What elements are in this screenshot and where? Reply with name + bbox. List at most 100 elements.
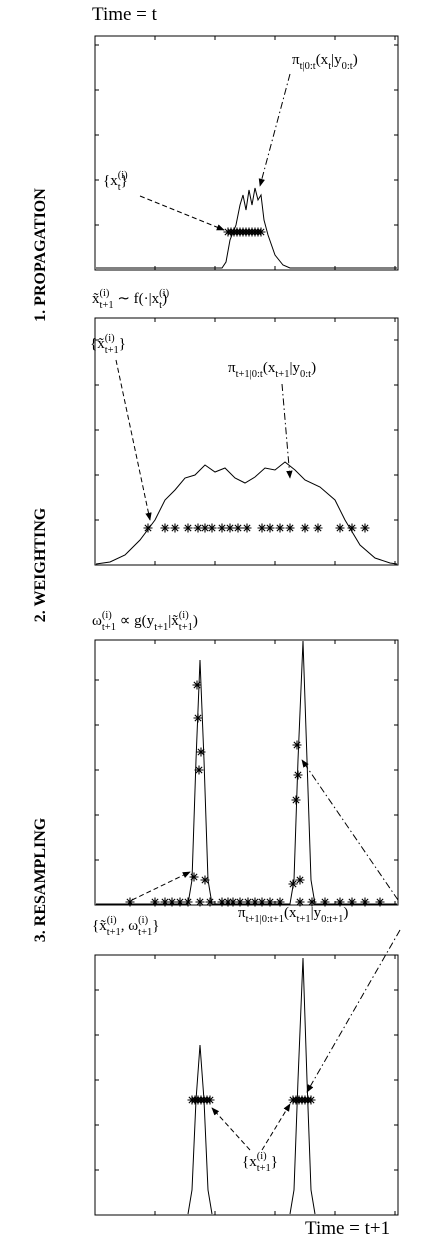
particle	[189, 872, 199, 882]
math-label: {x(i) t+1}	[242, 1151, 278, 1174]
particle	[292, 740, 302, 750]
label-part: 0:t	[300, 369, 311, 380]
label-part: (x	[263, 360, 276, 376]
label-part: t|0:t	[300, 61, 316, 72]
density-curve	[96, 640, 397, 905]
label-part: |y	[289, 360, 300, 376]
label-part: )	[353, 52, 358, 68]
particle	[295, 875, 305, 885]
label-part: t+1	[107, 927, 121, 938]
label-part: t	[328, 61, 331, 72]
panel	[94, 954, 399, 1216]
label-part: {x	[103, 173, 118, 189]
particle	[235, 897, 245, 907]
arrow	[211, 1107, 251, 1151]
particle	[288, 879, 298, 889]
label-part: )	[343, 905, 348, 921]
time-end: Time = t+1	[305, 1218, 390, 1239]
label-part: (i)	[107, 915, 117, 926]
particle	[335, 897, 345, 907]
label-part: )	[193, 613, 198, 629]
particle	[192, 680, 202, 690]
label-part: π	[292, 52, 300, 68]
particle	[200, 875, 210, 885]
particle	[196, 747, 206, 757]
label-part: (x	[284, 905, 297, 921]
time-start: Time = t	[92, 4, 158, 25]
label-part: t+1|0:t	[236, 369, 263, 380]
particle	[360, 897, 370, 907]
label-part: π	[238, 905, 246, 921]
label-part: t+1|0:t+1	[246, 914, 284, 925]
arrow	[258, 73, 291, 187]
label-part: (i)	[102, 610, 112, 621]
label-part: ∼ f(·|x	[114, 291, 160, 307]
particle	[193, 523, 203, 533]
label-part: }	[121, 173, 128, 189]
arrow	[306, 929, 401, 1093]
label-part: ω	[92, 613, 102, 629]
particle	[250, 897, 260, 907]
marks	[95, 36, 398, 1215]
particle	[242, 523, 252, 533]
step-label: 3. RESAMPLING	[32, 817, 49, 942]
label-part: π	[228, 360, 236, 376]
particle	[228, 897, 238, 907]
particle	[275, 523, 285, 533]
particle	[256, 227, 266, 237]
particle	[183, 897, 193, 907]
particle	[160, 523, 170, 533]
particle	[265, 523, 275, 533]
arrow	[261, 1103, 291, 1151]
label-part: (i)	[138, 915, 148, 926]
label-part: (i)	[100, 288, 110, 299]
particle	[175, 897, 185, 907]
panel	[94, 639, 399, 906]
label-part: |x̃	[168, 613, 179, 629]
label-part: (i)	[257, 1151, 267, 1162]
particle	[193, 713, 203, 723]
label-part: (i)	[105, 333, 115, 344]
label-part: t+1	[257, 1163, 271, 1174]
particle	[195, 897, 205, 907]
particle	[347, 897, 357, 907]
density-curve	[96, 187, 397, 269]
panel	[94, 35, 399, 271]
label-part: ∝ g(y	[116, 613, 155, 629]
density-curve	[187, 1044, 213, 1215]
math-label: {x̃(i) t+1}	[90, 333, 126, 356]
label-part: t+1	[138, 927, 152, 938]
label-part: {x̃	[92, 918, 107, 934]
math-label: {x(i) t}	[103, 170, 128, 193]
particle	[257, 897, 267, 907]
label-part: t+1	[100, 300, 114, 311]
label-part: t+1	[179, 622, 193, 633]
particle	[375, 897, 385, 907]
particle	[205, 1095, 215, 1105]
label-part: t	[159, 300, 162, 311]
label-part: 0:t	[342, 61, 353, 72]
math-label: πt|0:t(xt|y0:t)	[292, 52, 358, 72]
particle	[313, 523, 323, 533]
particle	[243, 897, 253, 907]
particle	[285, 523, 295, 533]
particle	[200, 523, 210, 533]
label-part: |y	[331, 52, 342, 68]
particle	[150, 897, 160, 907]
arrow	[115, 359, 152, 521]
label-part: t+1	[275, 369, 289, 380]
label-part: , ω	[121, 918, 139, 934]
density-curve	[95, 461, 398, 565]
panel	[94, 317, 399, 566]
particle	[257, 523, 267, 533]
particle	[170, 523, 180, 533]
arrow	[139, 195, 225, 231]
particle	[205, 897, 215, 907]
math-label: x̃(i) t+1 ∼ f(·|x(i) t)	[92, 288, 170, 311]
label-part: )	[162, 291, 167, 307]
particle	[295, 897, 305, 907]
label-part: t+1	[105, 345, 119, 356]
particle	[360, 523, 370, 533]
particle	[265, 897, 275, 907]
